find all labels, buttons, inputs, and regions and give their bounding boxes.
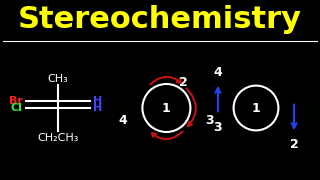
Text: 4: 4: [119, 114, 128, 127]
Text: 2: 2: [290, 138, 299, 151]
Text: Stereochemistry: Stereochemistry: [18, 5, 302, 34]
Text: 1: 1: [162, 102, 171, 114]
Text: 2: 2: [179, 76, 188, 89]
Text: 3: 3: [214, 121, 222, 134]
Text: Br: Br: [9, 96, 22, 106]
Text: Cl: Cl: [11, 103, 22, 113]
Text: CH₂CH₃: CH₂CH₃: [37, 133, 78, 143]
Text: H: H: [93, 96, 103, 106]
Text: 4: 4: [213, 66, 222, 79]
FancyArrowPatch shape: [150, 77, 181, 84]
FancyArrowPatch shape: [187, 88, 196, 126]
Text: 1: 1: [252, 102, 260, 114]
FancyArrowPatch shape: [152, 132, 183, 139]
Text: 3: 3: [205, 114, 214, 127]
Text: CH₃: CH₃: [47, 74, 68, 84]
Text: H: H: [93, 103, 103, 113]
